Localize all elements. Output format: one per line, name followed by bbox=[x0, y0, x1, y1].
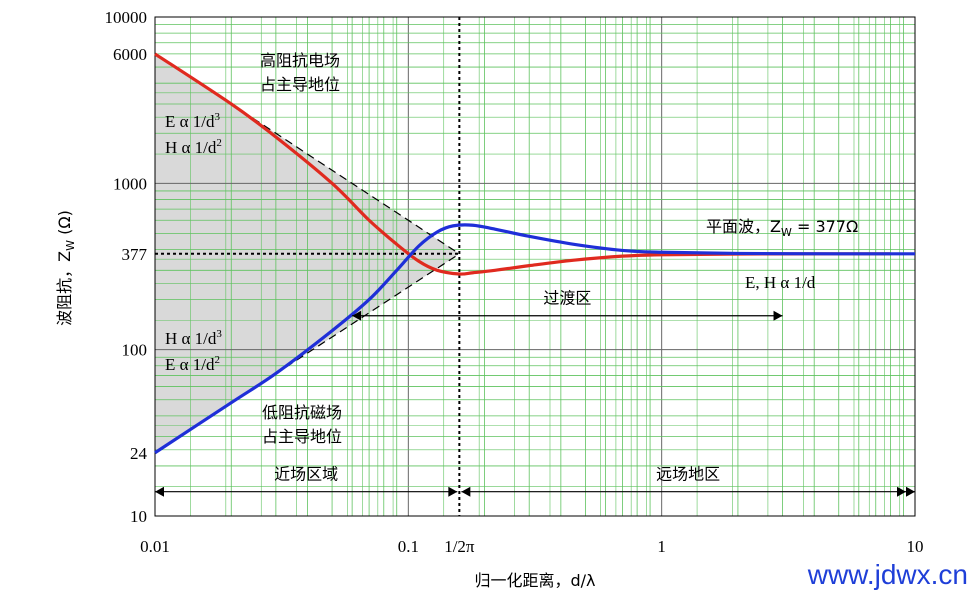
x-tick-label: 1/2π bbox=[444, 537, 475, 556]
low-impedance-label-2: 占主导地位 bbox=[262, 427, 342, 446]
x-tick-label: 10 bbox=[907, 537, 924, 556]
axis-tick-labels: 0.01 0.1 1/2π 1 10 10 24 100 377 1000 6000 10000 bbox=[105, 8, 924, 556]
grid-lines bbox=[154, 17, 915, 517]
arrow-head bbox=[773, 310, 783, 321]
y-tick-label: 24 bbox=[130, 444, 148, 463]
region-arrows: 近场区域 远场地区 过渡区 bbox=[155, 289, 915, 497]
y-tick-label: 10 bbox=[130, 507, 147, 526]
h-inverse-d2-label: H α 1/d2 bbox=[165, 137, 222, 157]
plane-wave-label: 平面波，ZW = 377Ω bbox=[706, 217, 858, 239]
arrow-head bbox=[461, 486, 471, 497]
arrow-head bbox=[352, 310, 362, 321]
far-field-relation-label: E, H α 1/d bbox=[745, 273, 816, 292]
x-axis-label: 归一化距离，d/λ bbox=[474, 571, 595, 590]
y-axis-label: 波阻抗，ZW (Ω) bbox=[55, 210, 77, 326]
arrow-head bbox=[897, 486, 906, 497]
high-impedance-label-2: 占主导地位 bbox=[260, 75, 340, 94]
x-tick-label: 0.1 bbox=[398, 537, 419, 556]
y-tick-label: 377 bbox=[122, 245, 148, 264]
asymptote-line-2 bbox=[154, 253, 460, 454]
e-inverse-d3-label: E α 1/d3 bbox=[165, 111, 221, 131]
asymptote-lines bbox=[154, 53, 460, 454]
far-field-label: 远场地区 bbox=[656, 465, 720, 484]
y-tick-label: 6000 bbox=[113, 45, 147, 64]
asymptote-line-1 bbox=[154, 53, 460, 255]
x-tick-label: 0.01 bbox=[140, 537, 170, 556]
arrow-head bbox=[155, 486, 164, 497]
plot-frame bbox=[154, 16, 916, 517]
x-tick-label: 1 bbox=[657, 537, 666, 556]
arrow-head bbox=[448, 486, 458, 497]
y-tick-label: 10000 bbox=[105, 8, 148, 27]
y-tick-label: 100 bbox=[122, 341, 148, 360]
arrow-head bbox=[906, 486, 915, 497]
e-field-impedance-curve bbox=[154, 52, 891, 276]
y-tick-label: 1000 bbox=[113, 174, 147, 193]
high-impedance-label-1: 高阻抗电场 bbox=[260, 51, 340, 70]
e-inverse-d2-label: E α 1/d2 bbox=[165, 354, 220, 374]
near-field-label: 近场区域 bbox=[274, 465, 338, 484]
low-impedance-label-1: 低阻抗磁场 bbox=[262, 403, 342, 422]
h-inverse-d3-label: H α 1/d3 bbox=[165, 328, 222, 348]
watermark: www.jdwx.cn bbox=[807, 559, 968, 590]
h-field-impedance-curve bbox=[154, 223, 916, 455]
transition-zone-label: 过渡区 bbox=[543, 289, 591, 308]
impedance-curves bbox=[154, 52, 916, 455]
